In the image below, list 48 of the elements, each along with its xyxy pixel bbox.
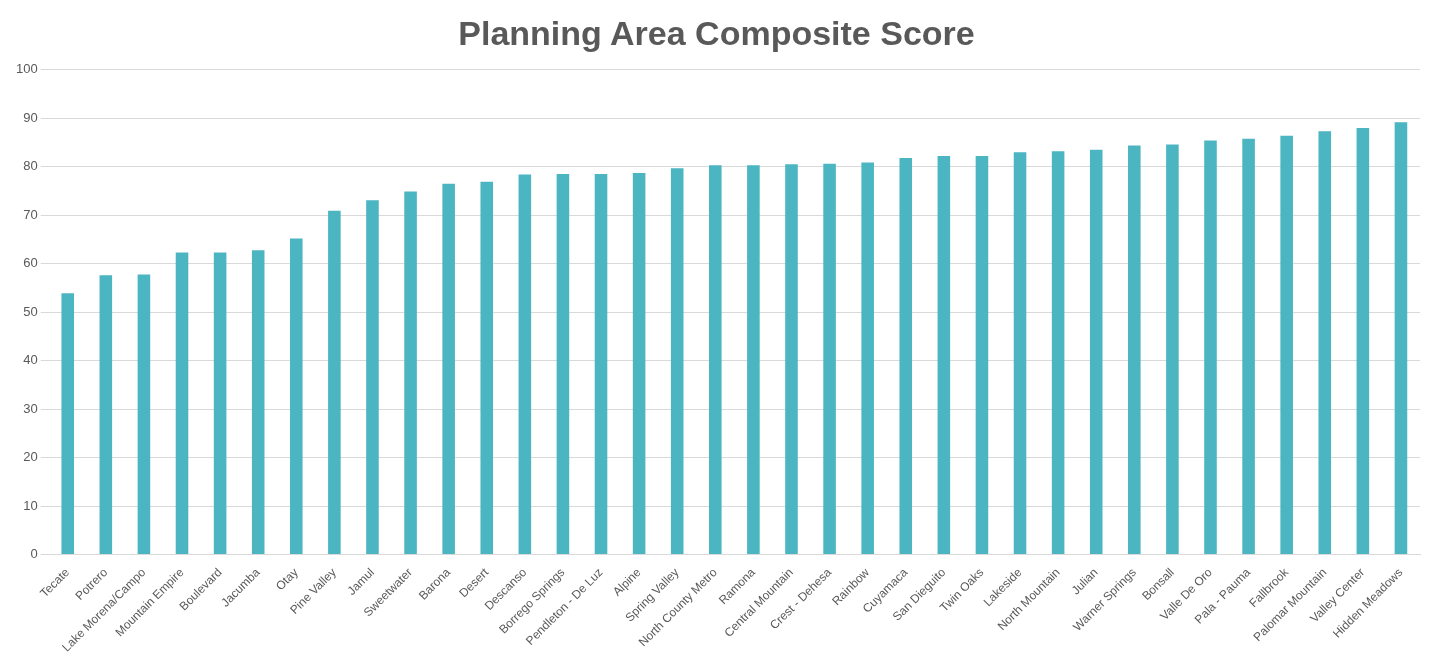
bar <box>480 181 494 555</box>
bar <box>1280 135 1293 555</box>
bar <box>61 293 75 555</box>
y-tick-label: 0 <box>30 546 38 562</box>
y-tick-label: 100 <box>15 61 38 77</box>
bar <box>442 183 455 555</box>
bar <box>290 238 303 555</box>
bar <box>1394 122 1408 555</box>
bar <box>747 165 760 555</box>
bar <box>632 173 646 555</box>
y-tick-label: 50 <box>23 303 38 319</box>
bar <box>213 252 227 555</box>
bar <box>709 165 722 555</box>
bar <box>594 174 608 555</box>
bar <box>1051 151 1065 555</box>
bar <box>404 191 417 555</box>
y-tick-label: 20 <box>23 449 38 465</box>
bar <box>99 275 113 555</box>
bar <box>861 162 874 555</box>
bar <box>1242 138 1255 555</box>
bar <box>251 250 265 555</box>
y-tick-label: 40 <box>23 352 38 368</box>
y-tick-label: 80 <box>23 158 38 174</box>
chart-title: Planning Area Composite Score <box>458 13 975 52</box>
y-tick-label: 90 <box>23 109 38 125</box>
bar <box>518 174 532 555</box>
y-tick-label: 60 <box>23 255 38 271</box>
bar <box>1204 140 1217 555</box>
bar <box>785 164 798 555</box>
bar <box>975 156 989 555</box>
bar <box>1318 131 1332 555</box>
bar <box>175 252 189 555</box>
bar <box>328 210 341 555</box>
bar <box>1128 145 1141 555</box>
y-tick-label: 30 <box>23 400 38 416</box>
bar <box>937 156 951 555</box>
bar <box>1166 144 1179 555</box>
y-tick-label: 70 <box>23 206 38 222</box>
bar <box>137 274 151 555</box>
bar <box>1089 149 1103 555</box>
y-tick-label: 10 <box>23 497 38 513</box>
bar <box>556 174 570 555</box>
bar <box>1356 127 1370 555</box>
bar <box>899 158 913 555</box>
bar <box>366 200 379 555</box>
bar <box>823 163 836 555</box>
bar <box>1013 152 1027 555</box>
bar <box>670 168 684 555</box>
